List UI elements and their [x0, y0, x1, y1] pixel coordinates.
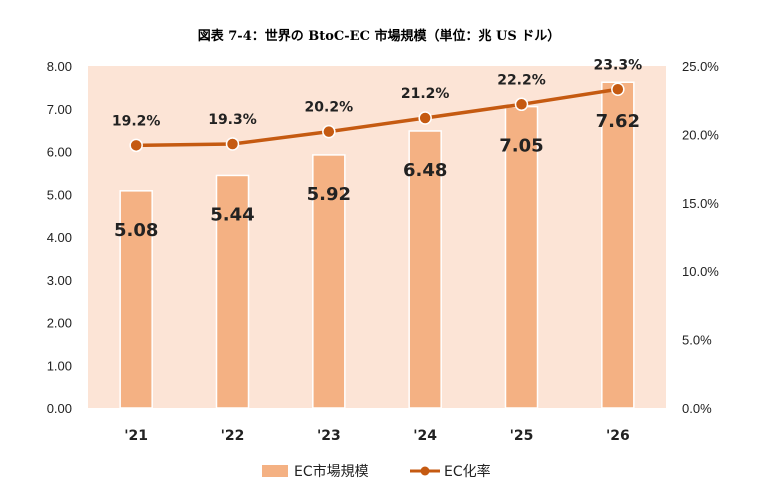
left-tick-label: 5.00	[47, 187, 72, 202]
bar	[215, 174, 250, 409]
category-label: '22	[221, 428, 245, 444]
bar	[408, 130, 442, 409]
rate-point	[418, 111, 432, 125]
bar	[119, 190, 153, 409]
left-tick-label: 3.00	[47, 273, 72, 288]
category-label: '25	[510, 428, 534, 444]
rate-value-label: 22.2%	[497, 72, 546, 88]
left-tick-label: 1.00	[47, 358, 72, 373]
bar	[601, 81, 635, 409]
right-tick-label: 0.0%	[682, 401, 712, 416]
legend-bar-swatch	[262, 465, 288, 477]
left-tick-label: 0.00	[47, 401, 72, 416]
rate-point	[129, 138, 143, 153]
chart-title: 図表 7-4：世界の BtoC-EC 市場規模（単位：兆 US ドル）	[198, 28, 561, 44]
rate-point	[322, 124, 336, 139]
bar-value-label: 6.48	[403, 160, 447, 181]
bar-value-label: 5.44	[210, 204, 254, 225]
legend-line-marker	[420, 466, 430, 476]
bar-labels: 5.08 5.44 5.92 6.48 7.05 7.62	[114, 111, 640, 241]
rate-point	[611, 82, 625, 97]
rate-point	[225, 137, 240, 151]
left-tick-label: 4.00	[47, 230, 72, 245]
right-tick-label: 10.0%	[682, 264, 719, 279]
bar-value-label: 7.62	[596, 111, 640, 132]
bar-series	[119, 81, 635, 409]
category-label: '26	[606, 428, 630, 444]
left-tick-label: 8.00	[47, 59, 72, 74]
legend-line-label: EC化率	[444, 463, 491, 480]
rate-value-label: 23.3%	[594, 57, 643, 73]
bar	[504, 105, 539, 409]
rate-value-label: 19.2%	[112, 113, 161, 129]
rate-labels: 19.2% 19.3% 20.2% 21.2% 22.2% 23.3%	[112, 57, 642, 129]
bar-value-label: 5.08	[114, 220, 158, 241]
left-axis: 0.00 1.00 2.00 3.00 4.00 5.00 6.00 7.00 8.00	[47, 59, 72, 416]
plot-area	[88, 66, 666, 408]
left-tick-label: 6.00	[47, 145, 72, 160]
right-axis: 0.0% 5.0% 10.0% 15.0% 20.0% 25.0%	[682, 59, 719, 416]
category-label: '24	[413, 428, 437, 444]
bar	[312, 154, 346, 409]
legend-bar-label: EC市場規模	[294, 463, 369, 480]
category-label: '23	[317, 428, 341, 444]
category-axis: '21 '22 '23 '24 '25 '26	[124, 428, 629, 444]
category-label: '21	[124, 428, 148, 444]
rate-line	[136, 87, 619, 148]
rate-value-label: 20.2%	[305, 100, 354, 116]
rate-value-label: 21.2%	[401, 86, 450, 102]
right-tick-label: 5.0%	[682, 333, 712, 348]
right-tick-label: 15.0%	[682, 196, 719, 211]
left-tick-label: 2.00	[47, 316, 72, 331]
bar-value-label: 7.05	[499, 136, 543, 157]
right-tick-label: 20.0%	[682, 127, 719, 142]
legend: EC市場規模 EC化率	[262, 463, 491, 480]
bar-value-label: 5.92	[307, 184, 351, 205]
line-series	[129, 82, 625, 153]
left-tick-label: 7.00	[47, 102, 72, 117]
rate-value-label: 19.3%	[208, 112, 257, 128]
right-tick-label: 25.0%	[682, 59, 719, 74]
rate-point	[514, 97, 529, 112]
